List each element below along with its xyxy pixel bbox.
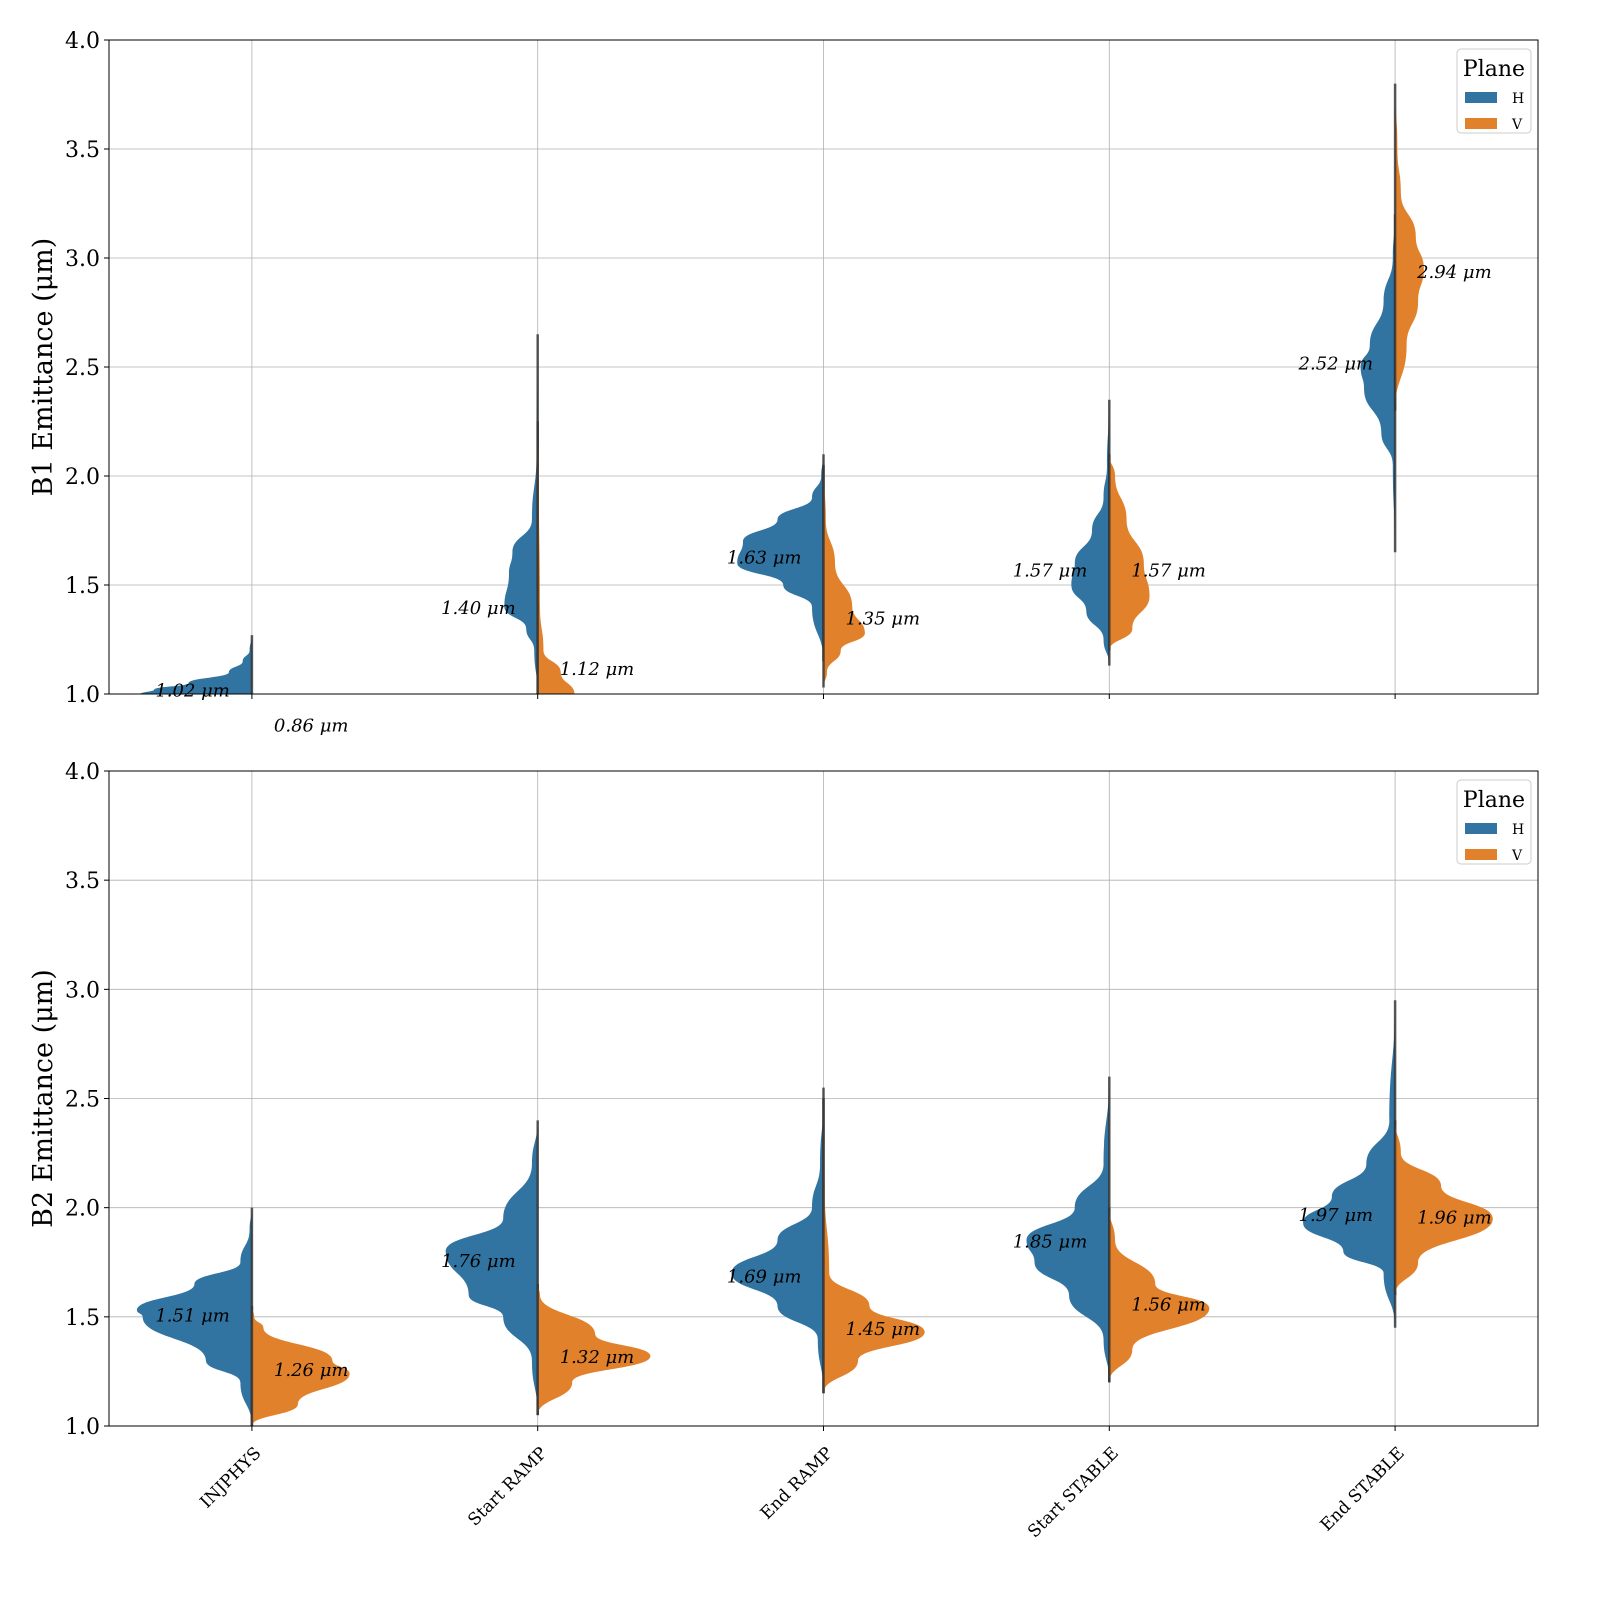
median-label-v: 1.35 μm bbox=[846, 609, 921, 630]
median-label-h: 1.97 μm bbox=[1299, 1205, 1374, 1226]
violin-v bbox=[1395, 1120, 1493, 1295]
y-axis-label: B2 Emittance (μm) bbox=[28, 969, 59, 1228]
y-tick-label: 3.5 bbox=[65, 138, 100, 163]
median-label-h: 1.76 μm bbox=[441, 1251, 516, 1272]
x-tick-label: End STABLE bbox=[1317, 1443, 1409, 1535]
violin-h bbox=[1026, 1076, 1110, 1383]
median-label-h: 1.51 μm bbox=[155, 1306, 230, 1327]
violin-v bbox=[537, 1284, 651, 1416]
median-label-h: 2.52 μm bbox=[1298, 354, 1374, 375]
legend-box bbox=[1456, 779, 1532, 865]
x-tick-label: End RAMP bbox=[757, 1443, 837, 1523]
median-label-v: 1.57 μm bbox=[1131, 561, 1206, 582]
violin-v bbox=[1109, 1207, 1210, 1383]
violin-h bbox=[140, 635, 252, 694]
legend-swatch-v bbox=[1465, 849, 1497, 860]
legend-label-h: H bbox=[1512, 822, 1524, 838]
violin-h bbox=[731, 1098, 824, 1394]
y-tick-label: 2.5 bbox=[65, 1088, 100, 1113]
y-tick-label: 1.0 bbox=[65, 683, 100, 708]
median-label-v: 0.86 μm bbox=[274, 716, 349, 737]
violins bbox=[140, 83, 1424, 694]
violin-v bbox=[823, 1087, 925, 1394]
violin-v bbox=[823, 465, 865, 688]
violin-v bbox=[1395, 83, 1424, 411]
violin-h bbox=[445, 1120, 538, 1416]
median-label-v: 1.26 μm bbox=[274, 1360, 349, 1381]
y-tick-label: 2.0 bbox=[65, 1197, 100, 1222]
y-tick-label: 3.0 bbox=[65, 978, 100, 1003]
y-tick-label: 1.0 bbox=[65, 1415, 100, 1440]
panel-2: 1.0 1.5 2.0 2.5 3.0 3.5 4.0 INJPHYS Start RAMP En… bbox=[28, 760, 1539, 1542]
median-label-v: 1.12 μm bbox=[560, 659, 635, 680]
median-label-h: 1.02 μm bbox=[155, 681, 230, 702]
legend-box bbox=[1456, 48, 1532, 134]
violin-v bbox=[1109, 454, 1150, 651]
legend-label-h: H bbox=[1512, 91, 1524, 107]
violin-h bbox=[1071, 399, 1110, 666]
axes-frame bbox=[108, 770, 1539, 1427]
violin-h bbox=[136, 1207, 252, 1426]
legend-swatch-h bbox=[1465, 823, 1497, 834]
y-tick-label: 3.5 bbox=[65, 869, 100, 894]
x-tick-label: INJPHYS bbox=[196, 1443, 265, 1512]
y-tick-label: 4.0 bbox=[65, 760, 100, 785]
y-tick-label: 4.0 bbox=[65, 29, 100, 54]
panel-1: 1.0 1.5 2.0 2.5 3.0 3.5 4.0 1.02 μm 0.86 μm 1.40 … bbox=[28, 29, 1539, 737]
y-tick-label: 2.5 bbox=[65, 356, 100, 381]
violins bbox=[136, 1000, 1493, 1426]
violin-h bbox=[504, 334, 538, 694]
violin-h bbox=[1303, 1000, 1396, 1328]
y-tick-label: 1.5 bbox=[65, 1306, 100, 1331]
legend-label-v: V bbox=[1511, 117, 1523, 133]
violin-v bbox=[537, 421, 575, 694]
median-label-v: 1.32 μm bbox=[560, 1347, 635, 1368]
legend-swatch-h bbox=[1465, 92, 1497, 103]
median-label-v: 1.96 μm bbox=[1417, 1207, 1492, 1228]
y-tick-label: 1.5 bbox=[65, 574, 100, 599]
violin-h bbox=[737, 454, 824, 662]
axes-frame bbox=[108, 39, 1539, 695]
median-label-v: 1.56 μm bbox=[1131, 1295, 1206, 1316]
median-label-h: 1.85 μm bbox=[1013, 1231, 1088, 1252]
y-axis-label: B1 Emittance (μm) bbox=[28, 238, 59, 497]
y-tick-label: 3.0 bbox=[65, 247, 100, 272]
median-label-v: 2.94 μm bbox=[1416, 262, 1492, 283]
median-label-h: 1.57 μm bbox=[1013, 561, 1088, 582]
median-label-v: 1.45 μm bbox=[846, 1319, 921, 1340]
median-label-h: 1.40 μm bbox=[441, 598, 516, 619]
violin-h bbox=[1360, 214, 1396, 553]
median-label-h: 1.69 μm bbox=[727, 1266, 802, 1287]
legend-label-v: V bbox=[1511, 848, 1523, 864]
violin-v bbox=[251, 1305, 350, 1426]
legend-swatch-v bbox=[1465, 118, 1497, 129]
x-tick-label: Start STABLE bbox=[1024, 1443, 1123, 1542]
x-tick-label: Start RAMP bbox=[464, 1443, 551, 1530]
y-tick-label: 2.0 bbox=[65, 465, 100, 490]
median-label-h: 1.63 μm bbox=[727, 548, 802, 569]
legend-title: Plane bbox=[1463, 788, 1525, 813]
legend-title: Plane bbox=[1463, 57, 1525, 82]
